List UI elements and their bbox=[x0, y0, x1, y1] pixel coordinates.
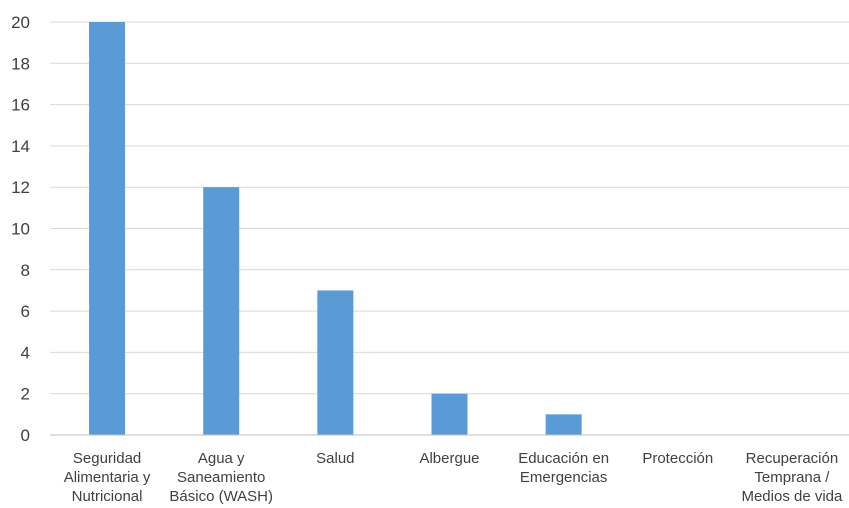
x-category-label-line: Protección bbox=[642, 450, 713, 467]
bar bbox=[317, 290, 354, 435]
x-category-label-line: Educación en bbox=[518, 450, 609, 467]
x-category-label: Albergue bbox=[419, 450, 479, 467]
y-tick-label: 18 bbox=[11, 54, 30, 73]
x-category-label-line: Alimentaria y bbox=[64, 469, 151, 486]
x-category-label-line: Básico (WASH) bbox=[169, 488, 273, 505]
x-category-label-line: Recuperación bbox=[746, 450, 839, 467]
gridlines bbox=[50, 21, 849, 395]
y-tick-label: 6 bbox=[21, 302, 30, 321]
bar bbox=[545, 414, 582, 435]
x-category-label-line: Temprana / bbox=[754, 469, 830, 486]
x-category-label: Educación en Emergencias bbox=[518, 450, 609, 486]
bar bbox=[431, 393, 468, 435]
x-category-label-line: Salud bbox=[316, 450, 354, 467]
y-tick-label: 16 bbox=[11, 96, 30, 115]
y-tick-label: 0 bbox=[21, 426, 30, 445]
x-category-label-line: Agua y bbox=[198, 450, 245, 467]
x-category-label: Agua y Saneamiento Básico (WASH) bbox=[169, 450, 273, 505]
x-category-label: Seguridad Alimentaria y Nutricional bbox=[64, 450, 151, 505]
x-category-label-line: Albergue bbox=[419, 450, 479, 467]
x-category-label-line: Saneamiento bbox=[177, 469, 265, 486]
x-category-label-line: Seguridad bbox=[73, 450, 141, 467]
y-tick-label: 12 bbox=[11, 178, 30, 197]
x-axis-category-labels: Seguridad Alimentaria y Nutricional Agua y S… bbox=[64, 450, 843, 505]
bar bbox=[89, 22, 126, 435]
y-tick-label: 2 bbox=[21, 385, 30, 404]
x-category-label-line: Nutricional bbox=[72, 488, 143, 505]
y-tick-label: 14 bbox=[11, 137, 30, 156]
bars bbox=[89, 22, 582, 435]
x-category-label-line: Emergencias bbox=[520, 469, 608, 486]
x-category-label: Protección bbox=[642, 450, 713, 467]
x-category-label-line: Medios de vida bbox=[741, 488, 843, 505]
y-tick-label: 20 bbox=[11, 13, 30, 32]
y-tick-label: 10 bbox=[11, 220, 30, 239]
y-axis-ticks: 0 2 4 6 8 10 12 14 16 18 20 bbox=[11, 13, 30, 445]
y-tick-label: 8 bbox=[21, 261, 30, 280]
bar bbox=[203, 187, 240, 435]
x-category-label: Salud bbox=[316, 450, 354, 467]
x-category-label: Recuperación Temprana / Medios de vida bbox=[741, 450, 843, 505]
y-tick-label: 4 bbox=[21, 343, 30, 362]
